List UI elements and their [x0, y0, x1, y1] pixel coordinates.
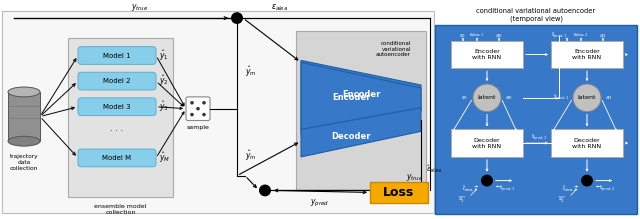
Text: $\hat{y}_m$: $\hat{y}_m$ — [245, 149, 257, 163]
Text: $\hat{y}_M$: $\hat{y}_M$ — [159, 151, 170, 165]
Bar — [68, 38, 173, 197]
Circle shape — [473, 84, 501, 112]
Bar — [370, 182, 428, 203]
Text: $\hat{\ell}_{alea,1}$: $\hat{\ell}_{alea,1}$ — [461, 184, 477, 193]
FancyBboxPatch shape — [78, 98, 156, 116]
Text: latent: latent — [477, 95, 496, 100]
Bar — [435, 25, 637, 214]
Bar — [551, 129, 623, 157]
Text: $\hat{s}_2^m$: $\hat{s}_2^m$ — [558, 195, 566, 205]
Ellipse shape — [8, 136, 40, 146]
Text: conditional
variational
autoencoder: conditional variational autoencoder — [376, 41, 411, 57]
Circle shape — [259, 185, 271, 196]
Bar — [451, 41, 523, 68]
Bar — [8, 92, 40, 141]
Text: Encoder
with RNN: Encoder with RNN — [472, 49, 502, 60]
Text: $\hat{s}_1^m$: $\hat{s}_1^m$ — [458, 195, 466, 205]
Text: Decoder
with RNN: Decoder with RNN — [472, 138, 502, 148]
FancyBboxPatch shape — [78, 149, 156, 167]
Circle shape — [573, 84, 601, 112]
Text: $\epsilon_{alea,1}$: $\epsilon_{alea,1}$ — [469, 32, 484, 39]
Text: Model 1: Model 1 — [103, 53, 131, 58]
Text: Decoder: Decoder — [332, 132, 371, 141]
Text: $\hat{y}_m$: $\hat{y}_m$ — [245, 65, 257, 79]
Text: Encoder
with RNN: Encoder with RNN — [572, 49, 602, 60]
Text: $\hat{s}_{pred,1}$: $\hat{s}_{pred,1}$ — [551, 30, 567, 41]
FancyBboxPatch shape — [78, 47, 156, 64]
Circle shape — [190, 101, 194, 104]
Text: Model 2: Model 2 — [103, 78, 131, 84]
Text: (temporal view): (temporal view) — [509, 16, 563, 22]
Polygon shape — [301, 108, 421, 157]
Circle shape — [202, 113, 206, 116]
Text: Decoder
with RNN: Decoder with RNN — [572, 138, 602, 148]
Text: latent: latent — [578, 95, 596, 100]
Text: $\hat{y}_3$: $\hat{y}_3$ — [159, 99, 169, 114]
Text: $a_0$: $a_0$ — [495, 32, 503, 40]
Text: Model M: Model M — [102, 155, 132, 161]
Bar — [296, 31, 426, 191]
Text: $\hat{y}_1$: $\hat{y}_1$ — [159, 48, 169, 63]
Text: $y_{true}$: $y_{true}$ — [406, 171, 424, 183]
Polygon shape — [301, 60, 421, 129]
Circle shape — [481, 175, 493, 187]
Text: Loss: Loss — [383, 186, 415, 199]
Circle shape — [196, 107, 200, 110]
Text: $\hat{s}_{pred,1}$: $\hat{s}_{pred,1}$ — [531, 132, 547, 143]
Text: $s_0$: $s_0$ — [460, 32, 467, 40]
Text: Model 3: Model 3 — [103, 104, 131, 110]
Circle shape — [190, 113, 194, 116]
Text: $\hat{\ell}_{alea,2}$: $\hat{\ell}_{alea,2}$ — [561, 184, 577, 193]
Bar — [2, 11, 434, 213]
Text: $\hat{s}_{pred,1}$: $\hat{s}_{pred,1}$ — [553, 92, 569, 103]
Text: $\epsilon_{alea}$: $\epsilon_{alea}$ — [271, 3, 289, 13]
Text: $\hat{s}_{pred,2}$: $\hat{s}_{pred,2}$ — [599, 183, 615, 194]
Circle shape — [231, 12, 243, 24]
Text: Encoder: Encoder — [342, 90, 380, 99]
Text: Encoder: Encoder — [332, 93, 370, 102]
Text: ensemble model
collection: ensemble model collection — [94, 204, 147, 215]
Text: $\hat{y}_2$: $\hat{y}_2$ — [159, 74, 169, 88]
Text: $y_{true}$: $y_{true}$ — [131, 2, 148, 13]
Circle shape — [581, 175, 593, 187]
Text: $s_0$: $s_0$ — [461, 94, 468, 102]
Text: sample: sample — [187, 125, 209, 131]
Text: . . .: . . . — [111, 124, 124, 133]
Text: $y_{pred}$: $y_{pred}$ — [310, 198, 329, 209]
Text: $a_1$: $a_1$ — [605, 94, 612, 102]
Polygon shape — [301, 62, 421, 134]
Text: $a_1$: $a_1$ — [599, 32, 607, 40]
FancyBboxPatch shape — [78, 72, 156, 90]
FancyBboxPatch shape — [186, 97, 210, 120]
Text: $\hat{\epsilon}_{alea}$: $\hat{\epsilon}_{alea}$ — [426, 163, 442, 175]
Ellipse shape — [8, 87, 40, 97]
Text: $a_0$: $a_0$ — [505, 94, 513, 102]
Text: $\epsilon_{alea,2}$: $\epsilon_{alea,2}$ — [573, 32, 589, 39]
Text: conditional variational autoencoder: conditional variational autoencoder — [476, 8, 596, 14]
Circle shape — [202, 101, 206, 104]
Bar — [551, 41, 623, 68]
Bar — [451, 129, 523, 157]
Text: $\hat{s}_{pred,1}$: $\hat{s}_{pred,1}$ — [499, 183, 515, 194]
Text: trajectory
data
collection: trajectory data collection — [10, 154, 38, 171]
